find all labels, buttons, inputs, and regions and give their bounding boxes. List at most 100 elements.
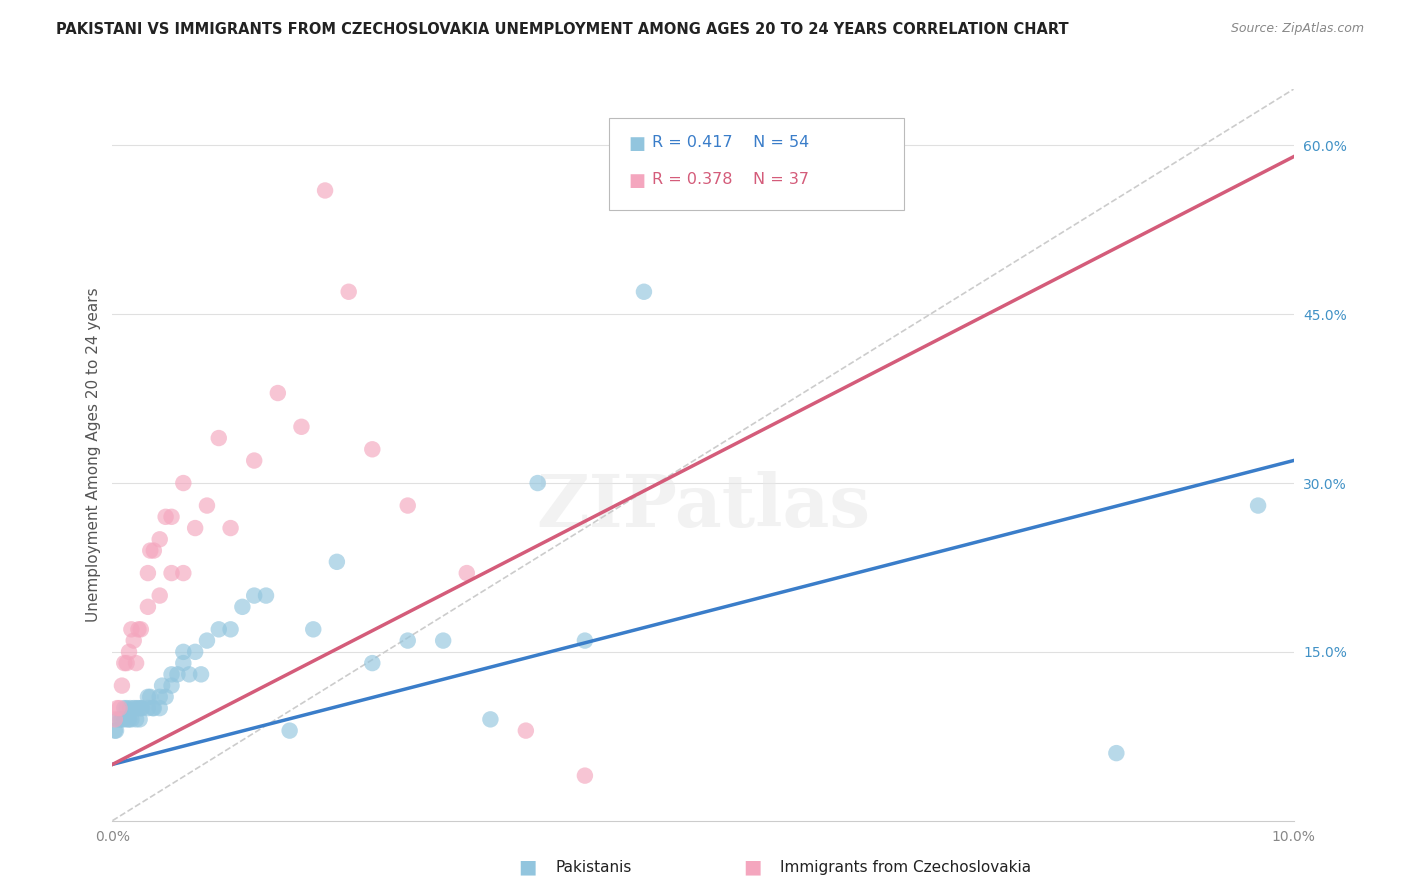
Point	[166, 667, 188, 681]
Point	[112, 701, 135, 715]
Point	[1247, 499, 1270, 513]
Point	[122, 701, 145, 715]
Point	[110, 712, 132, 726]
Point	[190, 667, 212, 681]
Point	[231, 599, 253, 614]
Point	[160, 566, 183, 580]
Text: ZIPatlas: ZIPatlas	[536, 471, 870, 541]
Point	[127, 701, 149, 715]
Point	[149, 690, 172, 704]
Point	[136, 690, 159, 704]
Point	[361, 442, 384, 457]
Point	[111, 712, 134, 726]
Point	[219, 521, 242, 535]
Y-axis label: Unemployment Among Ages 20 to 24 years: Unemployment Among Ages 20 to 24 years	[86, 287, 101, 623]
Text: Immigrants from Czechoslovakia: Immigrants from Czechoslovakia	[780, 860, 1032, 874]
Point	[125, 701, 148, 715]
Point	[108, 701, 131, 715]
Point	[479, 712, 502, 726]
Point	[155, 509, 177, 524]
Point	[172, 645, 194, 659]
Text: ■: ■	[517, 857, 537, 877]
Point	[112, 712, 135, 726]
Point	[243, 589, 266, 603]
Point	[254, 589, 277, 603]
Text: PAKISTANI VS IMMIGRANTS FROM CZECHOSLOVAKIA UNEMPLOYMENT AMONG AGES 20 TO 24 YEA: PAKISTANI VS IMMIGRANTS FROM CZECHOSLOVA…	[56, 22, 1069, 37]
Point	[633, 285, 655, 299]
Point	[120, 623, 142, 637]
Point	[105, 723, 128, 738]
Point	[172, 656, 194, 670]
Point	[160, 667, 183, 681]
Point	[136, 599, 159, 614]
Text: ■: ■	[628, 171, 645, 190]
Point	[456, 566, 478, 580]
Point	[574, 769, 596, 783]
Point	[118, 712, 141, 726]
Point	[155, 690, 177, 704]
Point	[278, 723, 301, 738]
Point	[149, 701, 172, 715]
Point	[122, 633, 145, 648]
Point	[184, 521, 207, 535]
Point	[129, 701, 152, 715]
Point	[142, 701, 165, 715]
Point	[396, 499, 419, 513]
Point	[104, 712, 127, 726]
Point	[184, 645, 207, 659]
Point	[208, 623, 231, 637]
Point	[136, 566, 159, 580]
Point	[105, 701, 128, 715]
Point	[104, 723, 127, 738]
Text: R = 0.417    N = 54: R = 0.417 N = 54	[652, 135, 810, 150]
Point	[136, 701, 159, 715]
Point	[115, 656, 138, 670]
Point	[131, 701, 153, 715]
Point	[112, 656, 135, 670]
Text: R = 0.378    N = 37: R = 0.378 N = 37	[652, 171, 810, 186]
Point	[127, 623, 149, 637]
Point	[142, 543, 165, 558]
Point	[129, 623, 152, 637]
Point	[396, 633, 419, 648]
Point	[179, 667, 201, 681]
Point	[219, 623, 242, 637]
Point	[267, 386, 290, 401]
Text: Source: ZipAtlas.com: Source: ZipAtlas.com	[1230, 22, 1364, 36]
Point	[115, 701, 138, 715]
Point	[128, 712, 150, 726]
Point	[326, 555, 349, 569]
Text: Pakistanis: Pakistanis	[555, 860, 631, 874]
Point	[160, 679, 183, 693]
Point	[337, 285, 360, 299]
Point	[574, 633, 596, 648]
Point	[361, 656, 384, 670]
Point	[160, 509, 183, 524]
Point	[111, 679, 134, 693]
Point	[1105, 746, 1128, 760]
Point	[120, 712, 142, 726]
Point	[139, 690, 162, 704]
FancyBboxPatch shape	[609, 119, 904, 210]
Point	[195, 633, 218, 648]
Point	[290, 419, 312, 434]
Point	[515, 723, 537, 738]
Point	[107, 712, 129, 726]
Point	[150, 679, 173, 693]
Text: ■: ■	[742, 857, 762, 877]
Point	[208, 431, 231, 445]
Point	[526, 476, 548, 491]
Point	[125, 712, 148, 726]
Point	[142, 701, 165, 715]
Point	[195, 499, 218, 513]
Point	[243, 453, 266, 467]
Point	[432, 633, 454, 648]
Point	[172, 476, 194, 491]
Point	[149, 589, 172, 603]
Text: ■: ■	[628, 135, 645, 153]
Point	[139, 543, 162, 558]
Point	[302, 623, 325, 637]
Point	[118, 645, 141, 659]
Point	[172, 566, 194, 580]
Point	[120, 701, 142, 715]
